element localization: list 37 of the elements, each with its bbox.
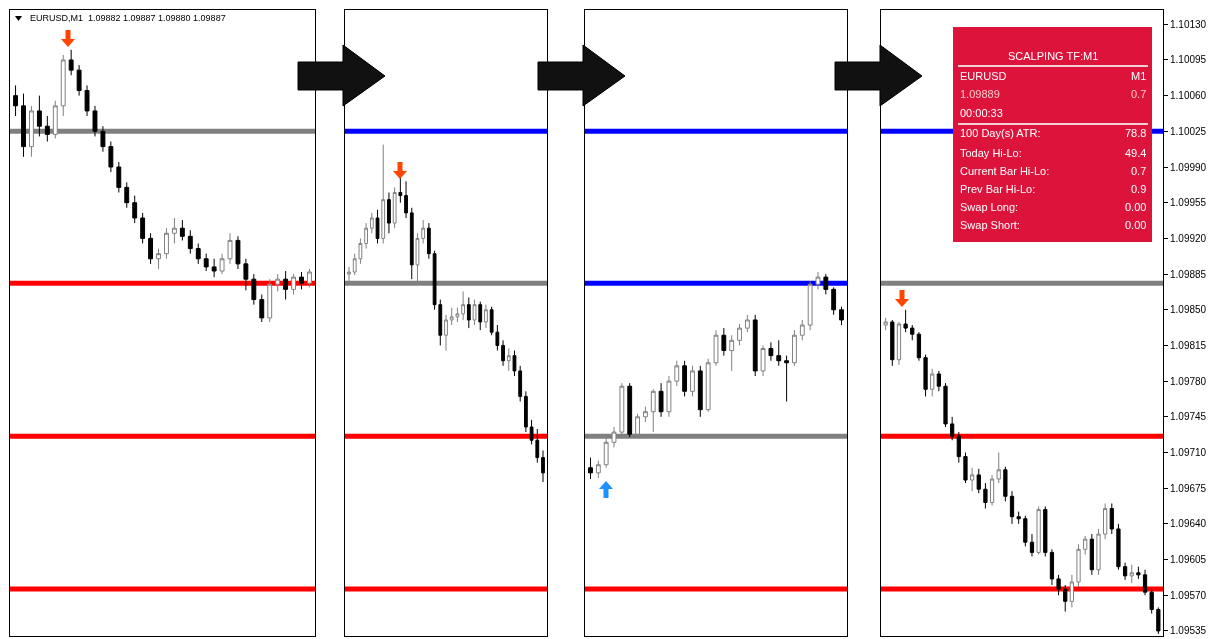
annotation: M1 xyxy=(1131,70,1147,82)
y-tick-label: 1.09780 xyxy=(1170,375,1207,387)
text: SCALPING TF:M1 xyxy=(1008,50,1099,62)
y-tick-label: 1.09710 xyxy=(1170,446,1207,458)
y-tick-label: 1.09535 xyxy=(1170,625,1207,637)
annotation: 0.00 xyxy=(1125,201,1147,213)
annotation: 78.8 xyxy=(1125,127,1147,139)
y-tick-label: 1.10095 xyxy=(1170,54,1207,66)
annotation: 100 Day(s) ATR: xyxy=(960,127,1041,139)
annotation: Today Hi-Lo: xyxy=(960,147,1022,159)
y-tick-label: 1.09885 xyxy=(1170,268,1207,280)
y-tick-label: 1.09745 xyxy=(1170,411,1207,423)
y-tick-label: 1.09850 xyxy=(1170,304,1207,316)
y-tick-label: 1.10025 xyxy=(1170,125,1207,137)
y-tick-label: 1.09640 xyxy=(1170,518,1207,530)
y-tick-label: 1.09570 xyxy=(1170,589,1207,601)
y-tick-label: 1.10130 xyxy=(1170,18,1207,30)
annotation: 49.4 xyxy=(1125,147,1147,159)
annotation: 0.7 xyxy=(1131,165,1147,177)
chart-title: EURUSD,M1 1.09882 1.09887 1.09880 1.09887 xyxy=(30,13,226,23)
y-tick-label: 1.09815 xyxy=(1170,339,1207,351)
y-tick-label: 1.09605 xyxy=(1170,554,1207,566)
annotation: Swap Long: xyxy=(960,201,1019,213)
annotation: Current Bar Hi-Lo: xyxy=(960,165,1050,177)
annotation: 0.9 xyxy=(1131,183,1147,195)
y-tick-label: 1.10060 xyxy=(1170,90,1207,102)
annotation: EURUSD xyxy=(960,70,1007,82)
y-tick-label: 1.09675 xyxy=(1170,482,1207,494)
annotation: 00:00:33 xyxy=(960,107,1003,119)
annotation: 0.00 xyxy=(1125,219,1147,231)
y-tick-label: 1.09920 xyxy=(1170,232,1207,244)
y-tick-label: 1.09955 xyxy=(1170,197,1207,209)
y-tick-label: 1.09990 xyxy=(1170,161,1207,173)
annotation: 0.7 xyxy=(1131,88,1147,100)
annotation: Prev Bar Hi-Lo: xyxy=(960,183,1036,195)
annotation: Swap Short: xyxy=(960,219,1020,231)
annotation: 1.09889 xyxy=(960,88,1000,100)
